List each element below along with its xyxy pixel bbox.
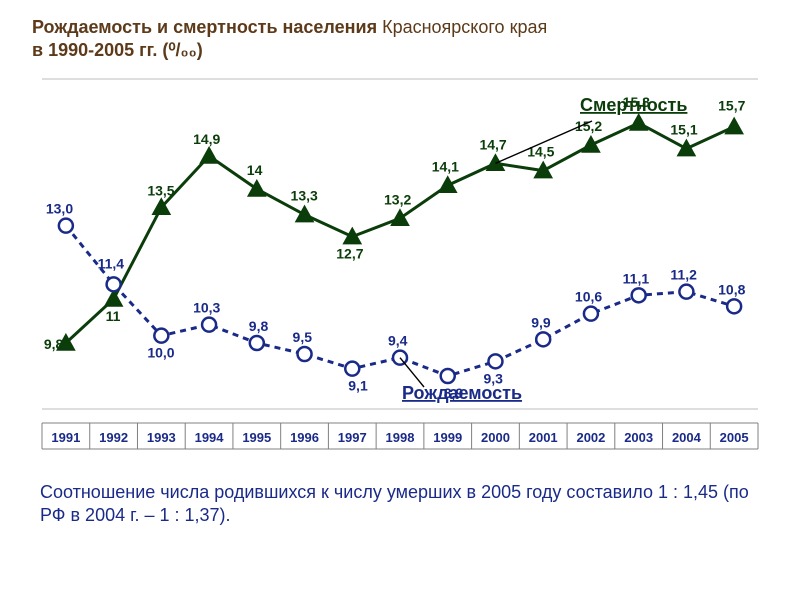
x-axis-year: 2005: [720, 430, 749, 445]
x-axis-year: 2003: [624, 430, 653, 445]
mortality-value-label: 13,3: [291, 188, 318, 204]
births-marker: [154, 329, 168, 343]
births-value-label: 13,0: [46, 201, 73, 217]
births-marker: [488, 354, 502, 368]
births-marker: [345, 362, 359, 376]
mortality-value-label: 14,1: [432, 158, 459, 174]
mortality-marker: [296, 206, 314, 222]
x-axis-year: 2004: [672, 430, 702, 445]
births-marker: [441, 369, 455, 383]
births-marker: [536, 332, 550, 346]
x-axis-year: 1998: [386, 430, 415, 445]
title-line2: в 1990-2005 гг. (⁰/₀₀): [32, 40, 203, 60]
mortality-marker: [200, 147, 218, 163]
births-marker: [298, 347, 312, 361]
mortality-value-label: 11: [106, 308, 121, 324]
mortality-marker: [725, 118, 743, 134]
title-bold: Рождаемость и смертность населения: [32, 17, 377, 37]
births-marker: [584, 307, 598, 321]
chart-area: 1991 1992 1993 1994 1995 1996 1997 1998 1999 2000…: [32, 69, 768, 469]
births-marker: [250, 336, 264, 350]
mortality-value-label: 14,5: [527, 144, 554, 160]
births-value-label: 10,0: [147, 345, 174, 361]
x-axis-year: 1993: [147, 430, 176, 445]
births-value-label: 9,1: [348, 378, 368, 394]
chart-svg: 1991 1992 1993 1994 1995 1996 1997 1998 1999 2000…: [32, 69, 768, 469]
mortality-value-label: 13,2: [384, 191, 411, 207]
mortality-marker: [486, 154, 504, 170]
mortality-marker: [391, 209, 409, 225]
mortality-marker: [248, 180, 266, 196]
mortality-value-label: 9,8: [44, 336, 64, 352]
births-marker: [632, 288, 646, 302]
births-value-label: 11,4: [98, 255, 125, 271]
chart-title: Рождаемость и смертность населения Красн…: [32, 16, 768, 61]
page: Рождаемость и смертность населения Красн…: [0, 0, 800, 600]
births-value-label: 10,8: [718, 281, 745, 297]
births-series-label: Рождаемость: [402, 383, 522, 403]
births-marker: [679, 285, 693, 299]
mortality-line: [66, 123, 734, 343]
births-value-label: 9,9: [531, 314, 551, 330]
x-axis-year: 1995: [242, 430, 271, 445]
births-marker: [59, 219, 73, 233]
mortality-marker: [677, 140, 695, 156]
mortality-value-label: 14: [247, 162, 263, 178]
births-value-label: 10,6: [575, 289, 602, 305]
x-axis-year: 1997: [338, 430, 367, 445]
mortality-value-label: 15,1: [670, 122, 697, 138]
mortality-marker: [630, 114, 648, 130]
x-axis-year: 1994: [195, 430, 225, 445]
x-axis-year: 2002: [576, 430, 605, 445]
mortality-marker: [582, 136, 600, 152]
births-value-label: 10,3: [193, 300, 220, 316]
births-value-label: 11,2: [670, 267, 697, 283]
title-rest: Красноярского края: [377, 17, 547, 37]
mortality-value-label: 13,5: [147, 182, 174, 198]
x-axis-year: 1999: [433, 430, 462, 445]
births-value-label: 11,1: [623, 270, 650, 286]
births-value-label: 9,4: [388, 333, 408, 349]
mortality-value-label: 14,7: [479, 136, 506, 152]
mortality-value-label: 12,7: [336, 246, 363, 262]
births-value-label: 9,5: [293, 329, 313, 345]
x-axis-year: 2001: [529, 430, 558, 445]
x-axis-year: 2000: [481, 430, 510, 445]
births-marker: [727, 299, 741, 313]
x-axis-year: 1992: [99, 430, 128, 445]
mortality-value-label: 14,9: [193, 131, 220, 147]
births-marker: [202, 318, 216, 332]
births-marker: [107, 277, 121, 291]
births-value-label: 9,8: [249, 318, 269, 334]
x-axis-year: 1996: [290, 430, 319, 445]
mortality-value-label: 15,7: [718, 98, 745, 114]
mortality-series-label: Смертность: [580, 95, 687, 115]
x-axis-year: 1991: [51, 430, 80, 445]
mortality-marker: [439, 176, 457, 192]
caption: Соотношение числа родившихся к числу уме…: [40, 481, 760, 528]
